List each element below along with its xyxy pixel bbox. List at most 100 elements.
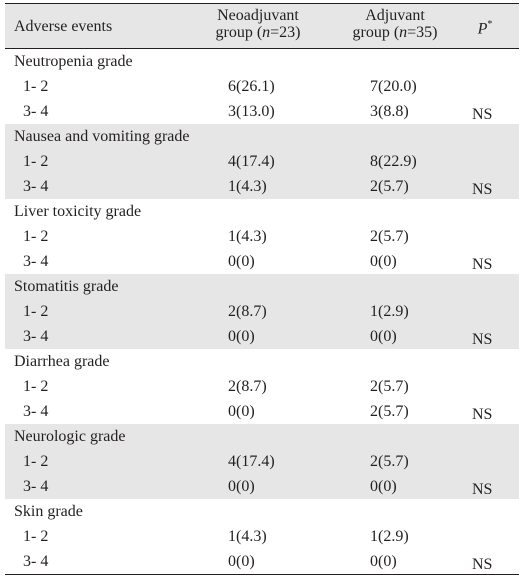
group-title: Skin grade <box>14 503 83 520</box>
grade-cell: 3- 4 <box>23 103 49 120</box>
neoadjuvant-cell: 4(17.4) <box>228 453 275 470</box>
table-row: 3- 4 0(0) 2(5.7) NS <box>5 399 519 424</box>
group-title: Nausea and vomiting grade <box>14 128 190 145</box>
group-title: Stomatitis grade <box>14 278 119 295</box>
group-title-row: Neurologic grade <box>5 424 519 449</box>
table-group: Diarrhea grade 1- 2 2(8.7) 2(5.7) 3- 4 0(0) 2(… <box>5 349 519 424</box>
neoadjuvant-cell: 6(26.1) <box>228 78 275 95</box>
adjuvant-cell: 0(0) <box>370 253 397 270</box>
neoadjuvant-cell: 0(0) <box>228 553 255 570</box>
table-row: 1- 2 1(4.3) 2(5.7) <box>5 224 519 249</box>
table-group: Skin grade 1- 2 1(4.3) 1(2.9) 3- 4 0(0) 0(0) NS <box>5 499 519 574</box>
table-row: 3- 4 1(4.3) 2(5.7) NS <box>5 174 519 199</box>
adjuvant-cell: 2(5.7) <box>370 378 409 395</box>
adjuvant-cell: 3(8.8) <box>370 103 409 120</box>
p-value-cell: NS <box>472 181 493 198</box>
grade-cell: 1- 2 <box>23 528 49 545</box>
adjuvant-cell: 7(20.0) <box>370 78 417 95</box>
table-group: Liver toxicity grade 1- 2 1(4.3) 2(5.7) 3- 4… <box>5 199 519 274</box>
neoadjuvant-cell: 0(0) <box>228 328 255 345</box>
grade-cell: 1- 2 <box>23 378 49 395</box>
table-header: Adverse events Neoadjuvant group (n=23) … <box>5 4 519 48</box>
grade-cell: 3- 4 <box>23 403 49 420</box>
adjuvant-cell: 1(2.9) <box>370 528 409 545</box>
header-neo-n: n <box>262 24 271 41</box>
group-title-row: Stomatitis grade <box>5 274 519 299</box>
header-rule <box>5 48 519 49</box>
neoadjuvant-cell: 1(4.3) <box>228 178 267 195</box>
grade-cell: 1- 2 <box>23 153 49 170</box>
adjuvant-cell: 0(0) <box>370 553 397 570</box>
table-row: 1- 2 1(4.3) 1(2.9) <box>5 524 519 549</box>
table-group: Stomatitis grade 1- 2 2(8.7) 1(2.9) 3- 4 0(0)… <box>5 274 519 349</box>
adjuvant-cell: 0(0) <box>370 328 397 345</box>
group-title: Neurologic grade <box>14 428 126 445</box>
p-value-cell: NS <box>472 106 493 123</box>
top-rule <box>5 3 519 4</box>
table-row: 1- 2 2(8.7) 2(5.7) <box>5 374 519 399</box>
header-adj-n: n <box>399 24 408 41</box>
header-neo-prefix: group ( <box>215 24 263 41</box>
p-value-cell: NS <box>472 481 493 498</box>
group-title: Neutropenia grade <box>14 53 133 70</box>
adverse-events-table: Adverse events Neoadjuvant group (n=23) … <box>5 3 519 575</box>
header-adverse-events: Adverse events <box>14 18 113 35</box>
header-adj-suffix: =35) <box>407 24 438 41</box>
grade-cell: 3- 4 <box>23 478 49 495</box>
neoadjuvant-cell: 0(0) <box>228 478 255 495</box>
neoadjuvant-cell: 0(0) <box>228 253 255 270</box>
group-title-row: Skin grade <box>5 499 519 524</box>
p-value-cell: NS <box>472 256 493 273</box>
grade-cell: 3- 4 <box>23 553 49 570</box>
table-row: 1- 2 2(8.7) 1(2.9) <box>5 299 519 324</box>
adjuvant-cell: 2(5.7) <box>370 453 409 470</box>
neoadjuvant-cell: 1(4.3) <box>228 528 267 545</box>
group-title-row: Liver toxicity grade <box>5 199 519 224</box>
table-row: 1- 2 6(26.1) 7(20.0) <box>5 74 519 99</box>
header-neo-line1: Neoadjuvant <box>217 7 299 24</box>
header-adj-prefix: group ( <box>352 24 400 41</box>
grade-cell: 1- 2 <box>23 303 49 320</box>
grade-cell: 3- 4 <box>23 328 49 345</box>
neoadjuvant-cell: 0(0) <box>228 403 255 420</box>
bottom-rule <box>5 574 519 575</box>
adjuvant-cell: 2(5.7) <box>370 178 409 195</box>
adjuvant-cell: 2(5.7) <box>370 228 409 245</box>
header-p-value: P* <box>471 16 499 37</box>
header-neoadjuvant: Neoadjuvant group (n=23) <box>193 7 323 41</box>
p-value-cell: NS <box>472 406 493 423</box>
table-row: 3- 4 0(0) 0(0) NS <box>5 474 519 499</box>
group-title-row: Neutropenia grade <box>5 49 519 74</box>
grade-cell: 3- 4 <box>23 178 49 195</box>
p-value-cell: NS <box>472 556 493 573</box>
table-row: 1- 2 4(17.4) 2(5.7) <box>5 449 519 474</box>
header-neo-suffix: =23) <box>270 24 301 41</box>
neoadjuvant-cell: 4(17.4) <box>228 153 275 170</box>
grade-cell: 1- 2 <box>23 453 49 470</box>
adjuvant-cell: 0(0) <box>370 478 397 495</box>
group-title: Diarrhea grade <box>14 353 110 370</box>
header-p-letter: P <box>477 20 488 38</box>
neoadjuvant-cell: 2(8.7) <box>228 303 267 320</box>
p-value-cell: NS <box>472 331 493 348</box>
header-adj-line1: Adjuvant <box>365 7 425 24</box>
table-row: 1- 2 4(17.4) 8(22.9) <box>5 149 519 174</box>
table-row: 3- 4 0(0) 0(0) NS <box>5 324 519 349</box>
neoadjuvant-cell: 3(13.0) <box>228 103 275 120</box>
neoadjuvant-cell: 1(4.3) <box>228 228 267 245</box>
table-group: Neurologic grade 1- 2 4(17.4) 2(5.7) 3- 4 0(0… <box>5 424 519 499</box>
header-adjuvant: Adjuvant group (n=35) <box>335 7 455 41</box>
adjuvant-cell: 1(2.9) <box>370 303 409 320</box>
group-title-row: Nausea and vomiting grade <box>5 124 519 149</box>
neoadjuvant-cell: 2(8.7) <box>228 378 267 395</box>
group-title: Liver toxicity grade <box>14 203 142 220</box>
grade-cell: 1- 2 <box>23 78 49 95</box>
group-title-row: Diarrhea grade <box>5 349 519 374</box>
table-group: Nausea and vomiting grade 1- 2 4(17.4) 8(22… <box>5 124 519 199</box>
adjuvant-cell: 8(22.9) <box>370 153 417 170</box>
table-row: 3- 4 3(13.0) 3(8.8) NS <box>5 99 519 124</box>
adjuvant-cell: 2(5.7) <box>370 403 409 420</box>
header-p-mark: * <box>487 19 493 30</box>
